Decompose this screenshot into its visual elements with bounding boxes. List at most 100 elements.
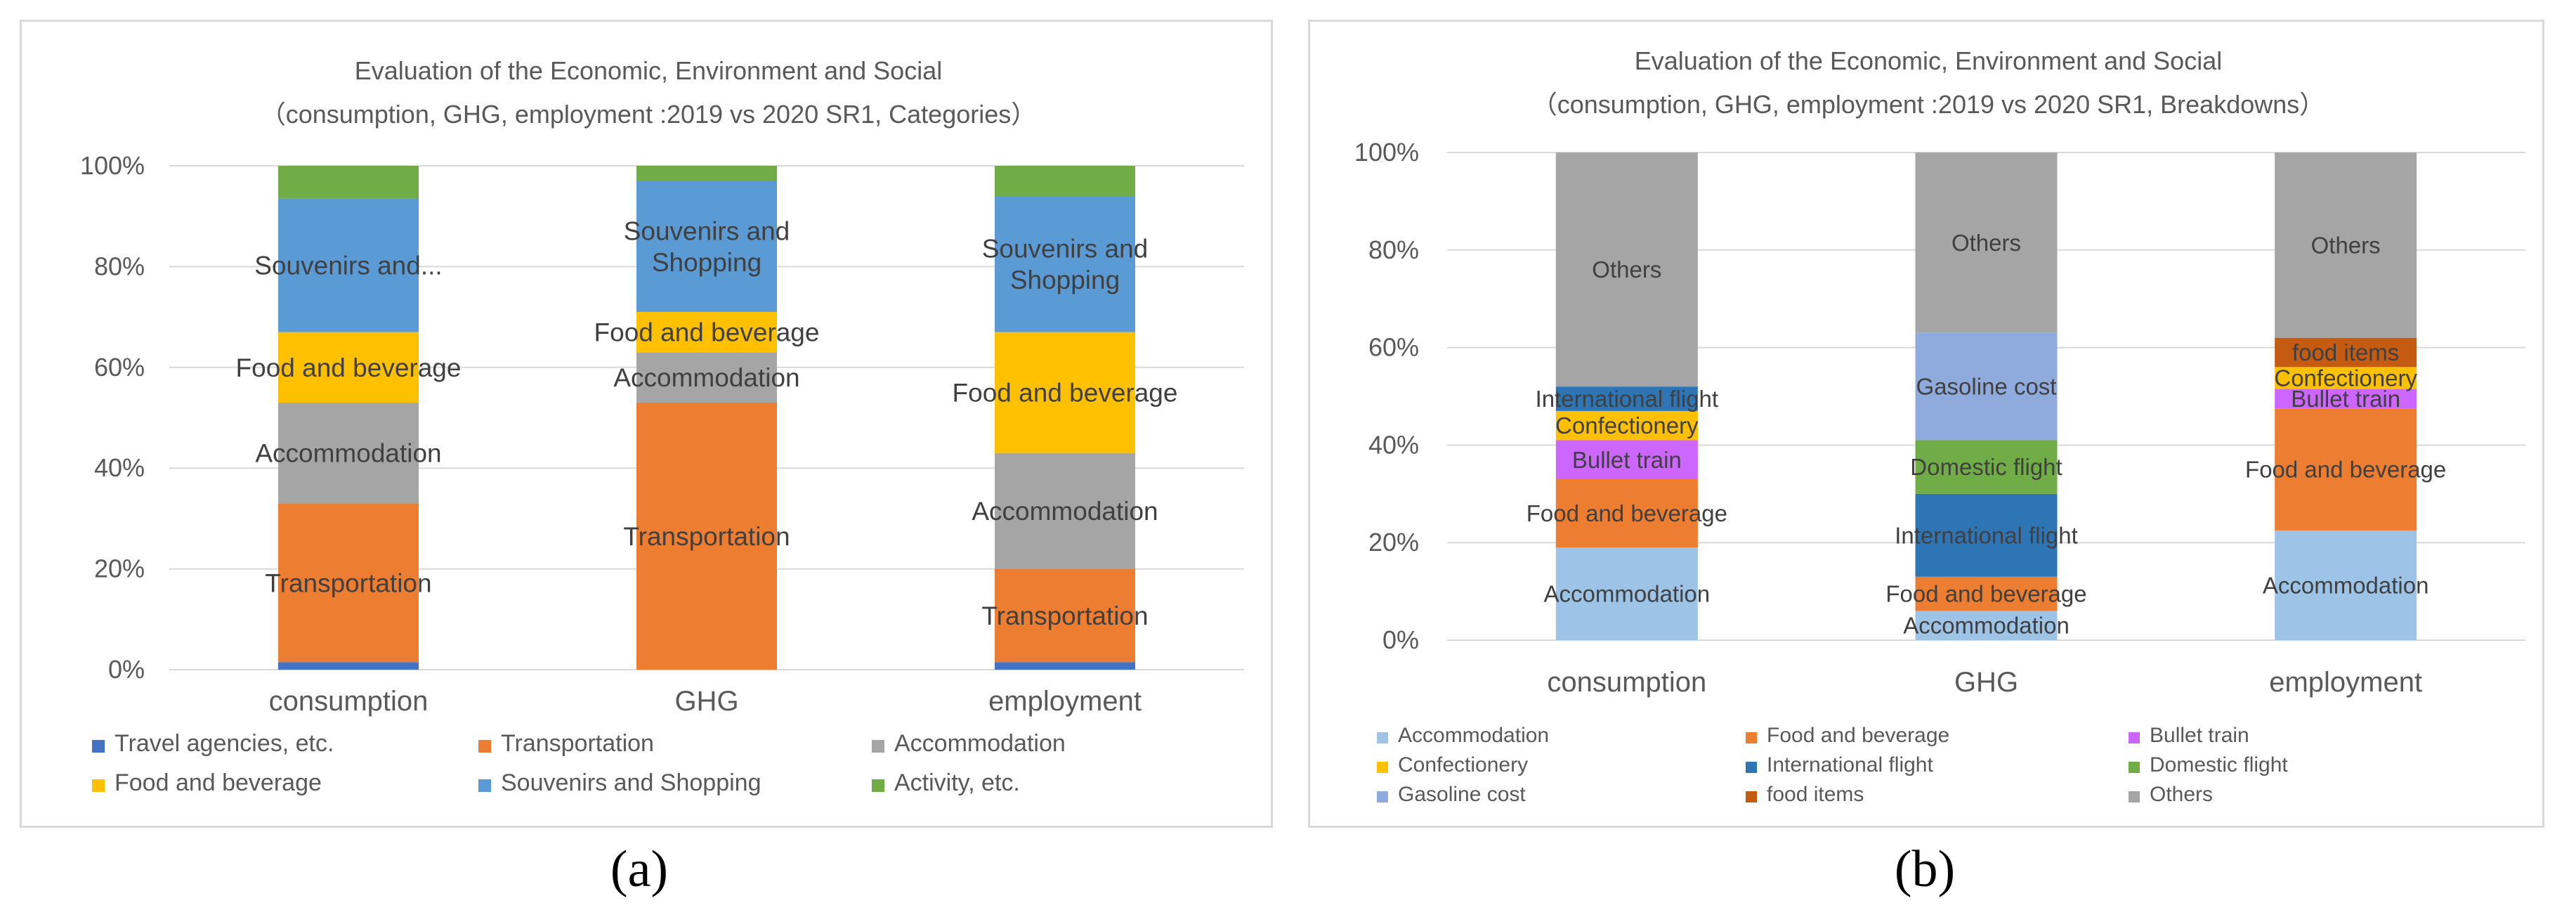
legend-label: Souvenirs and Shopping (501, 769, 761, 796)
bar-segment (1915, 576, 2058, 611)
data-label: Shopping (1010, 266, 1120, 294)
y-tick-label: 80% (94, 252, 145, 280)
x-tick-label: GHG (674, 686, 738, 717)
data-label: Food and beverage (1526, 500, 1727, 526)
data-label: Accommodation (1903, 613, 2070, 639)
data-label: Shopping (652, 248, 761, 277)
x-tick-label: consumption (269, 686, 429, 717)
y-tick-label: 60% (1368, 333, 1419, 362)
legend-label: Accommodation (1398, 724, 1549, 747)
bar-segment (1915, 152, 2058, 333)
legend-label: food items (1767, 783, 1864, 806)
data-label: Accommodation (1544, 581, 1711, 607)
bar-segment (1915, 332, 2058, 441)
bar-segment (995, 332, 1135, 453)
data-label: Souvenirs and (982, 235, 1149, 264)
data-label: Food and beverage (1885, 581, 2086, 607)
legend-swatch (92, 740, 105, 753)
data-label: Confectionery (2274, 365, 2417, 391)
chart-title: Evaluation of the Economic, Environment … (355, 56, 942, 85)
chart-title: Evaluation of the Economic, Environment … (1635, 46, 2222, 75)
legend-swatch (872, 740, 884, 753)
legend-label: Food and beverage (1767, 724, 1949, 747)
data-label: Food and beverage (594, 318, 820, 347)
bar-segment (2275, 408, 2417, 531)
legend-swatch (478, 740, 491, 753)
x-tick-label: employment (988, 686, 1142, 717)
legend-label: Travel agencies, etc. (115, 730, 334, 757)
stacked-bar-chart-b: Evaluation of the Economic, Environment … (1354, 46, 2525, 806)
data-label: Transportation (623, 522, 790, 551)
chart-subtitle: （consumption, GHG, employment :2019 vs 2… (261, 100, 1037, 129)
legend-swatch (92, 779, 105, 792)
data-label: Others (2311, 232, 2381, 258)
legend-swatch (1377, 762, 1388, 773)
legend-swatch (2129, 791, 2140, 802)
x-tick-label: GHG (1954, 667, 2018, 698)
y-tick-label: 0% (1382, 625, 1419, 654)
bar-segment (1915, 493, 2058, 577)
data-label: Food and beverage (2245, 457, 2446, 483)
bar-segment (1555, 152, 1698, 387)
legend-label: Transportation (501, 730, 654, 757)
bar-segment (2275, 152, 2417, 338)
bar-segment (278, 166, 419, 199)
bar-segment (1555, 386, 1698, 411)
bar-segment (1555, 440, 1698, 479)
legend-swatch (1746, 732, 1757, 743)
bar-segment (636, 311, 777, 353)
y-tick-label: 40% (94, 453, 145, 482)
y-tick-label: 40% (1368, 430, 1419, 459)
bar-segment (2275, 389, 2417, 409)
bar-segment (1915, 611, 2058, 640)
legend-swatch (1377, 791, 1388, 802)
data-label: Transportation (981, 602, 1148, 630)
data-label: Souvenirs and (624, 216, 790, 245)
legend-label: Gasoline cost (1398, 783, 1526, 806)
y-tick-label: 100% (1354, 138, 1419, 167)
bar-segment (2275, 530, 2417, 640)
legend-swatch (1377, 732, 1388, 743)
legend-label: International flight (1767, 753, 1933, 776)
legend-label: Bullet train (2150, 724, 2249, 747)
x-tick-label: consumption (1547, 667, 1706, 698)
legend-swatch (872, 779, 884, 792)
data-label: Accommodation (972, 497, 1158, 526)
bar-segment (995, 662, 1135, 670)
y-tick-label: 20% (94, 554, 145, 583)
bar-segment (995, 166, 1135, 197)
legend-label: Confectionery (1398, 753, 1528, 776)
figure-label-b: (b) (1894, 840, 1956, 898)
bar-segment (995, 453, 1135, 569)
y-tick-label: 80% (1368, 235, 1419, 264)
bar-segment (1555, 547, 1698, 640)
legend-label: Activity, etc. (894, 769, 1020, 796)
data-label: Accommodation (255, 439, 441, 468)
bar-segment (636, 181, 777, 312)
data-label: Souvenirs and... (254, 252, 442, 280)
data-label: Food and beverage (236, 353, 462, 382)
bar-segment (995, 568, 1135, 663)
data-label: International flight (1895, 522, 2078, 548)
bar-segment (1555, 479, 1698, 548)
data-label: Bullet train (2291, 386, 2400, 412)
stacked-bar-chart-a: Evaluation of the Economic, Environment … (80, 56, 1244, 796)
chart-panel-b: Evaluation of the Economic, Environment … (1308, 20, 2544, 828)
bar-segment (1555, 410, 1698, 441)
x-tick-label: employment (2269, 667, 2422, 698)
data-label: Domestic flight (1910, 454, 2062, 480)
legend-label: Domestic flight (2150, 753, 2288, 776)
legend-swatch (1746, 762, 1757, 773)
bar-segment (636, 166, 777, 181)
bar-segment (278, 332, 419, 403)
data-label: Food and beverage (953, 379, 1178, 408)
y-tick-label: 20% (1368, 528, 1419, 557)
chart-panel-a: Evaluation of the Economic, Environment … (20, 20, 1273, 828)
data-label: Gasoline cost (1916, 374, 2057, 400)
bar-segment (278, 402, 419, 504)
bar-segment (278, 503, 419, 663)
legend-label: Accommodation (894, 730, 1066, 757)
data-label: food items (2292, 339, 2399, 365)
legend-label: Food and beverage (115, 769, 322, 796)
data-label: Transportation (265, 568, 431, 597)
